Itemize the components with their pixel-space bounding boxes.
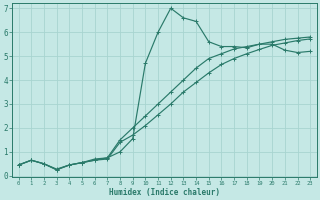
X-axis label: Humidex (Indice chaleur): Humidex (Indice chaleur)	[109, 188, 220, 197]
